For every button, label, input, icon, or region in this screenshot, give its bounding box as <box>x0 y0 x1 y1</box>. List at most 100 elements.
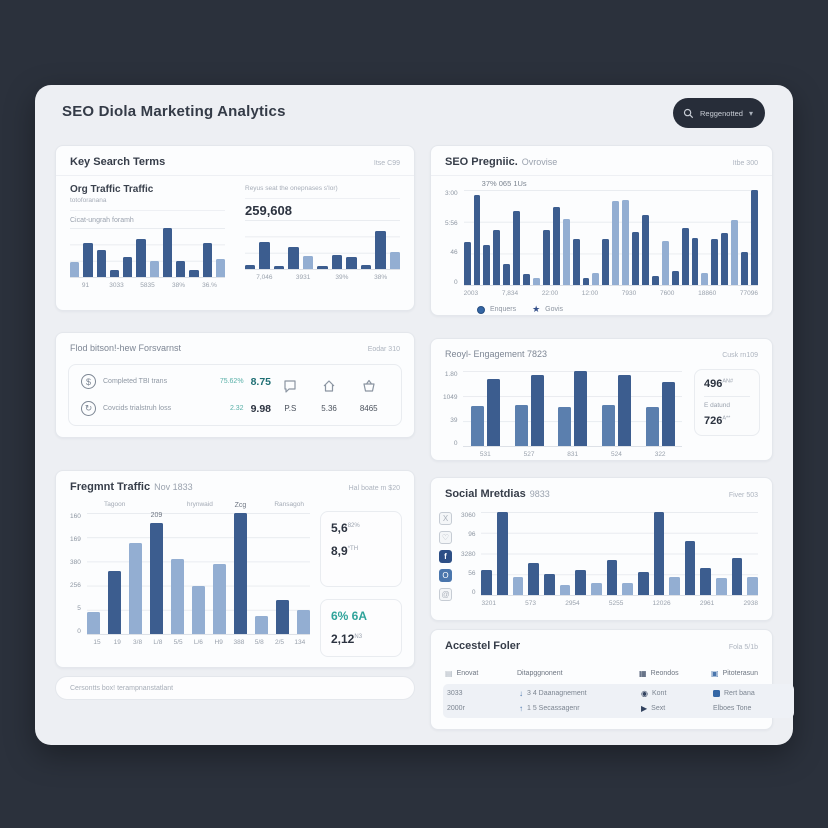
search-icon <box>683 108 694 118</box>
table-cell[interactable]: Elboes Tone <box>713 705 752 712</box>
table-header[interactable]: Ditapggnonent <box>517 670 563 677</box>
fragment-stat-panel: 6% 6A 2,12N3 <box>320 599 402 657</box>
bar <box>533 278 540 285</box>
fragment-traffic-chart: 160 169 380 256 5 0 209 Zcg 15 19 3/8 L/8 5/5 L/6 H9… <box>70 502 311 646</box>
table-cell[interactable]: 2000r <box>447 705 465 712</box>
bars <box>245 220 400 271</box>
key-terms-right-column: Reyus seat the onepnases s'lor) 259,608 … <box>245 184 400 289</box>
axis-tick-label: 7600 <box>659 290 675 297</box>
axis-tick-label: 38% <box>374 274 388 282</box>
legend-item[interactable]: Enquers <box>477 305 516 314</box>
x-icon[interactable]: X <box>439 512 452 525</box>
dashboard-panel: SEO Diola Marketing Analytics Reggenotte… <box>35 85 794 745</box>
x-axis-labels: 3201 573 2954 5255 12026 2961 2938 <box>481 600 758 607</box>
bar <box>83 242 93 277</box>
card-meta[interactable]: Cusk rn109 <box>722 352 758 359</box>
key-left-chart: 91 3033 5835 38% 36.% <box>70 228 225 289</box>
at-icon[interactable]: @ <box>439 588 452 601</box>
heart-icon[interactable]: ♡ <box>439 531 452 544</box>
bar <box>481 570 493 595</box>
card-meta[interactable]: Itbe 300 <box>732 160 758 167</box>
table-header[interactable]: ▤ Enovat <box>445 669 479 678</box>
metric-percent: 75.62% <box>219 378 244 385</box>
card-meta[interactable]: Hal boate m $20 <box>348 485 400 492</box>
bar <box>632 231 639 285</box>
bar <box>86 612 100 634</box>
bar <box>317 265 328 270</box>
bar <box>528 563 540 595</box>
key-search-terms-card: Key Search Terms Itse C99 Org Traffic Tr… <box>55 145 415 311</box>
metric-label: Cicat-ungrah foramh <box>70 217 134 224</box>
axis-tick-label: 527 <box>523 451 535 458</box>
chevron-down-icon[interactable]: ▾ <box>748 108 753 118</box>
axis-tick-label: 0 <box>77 628 81 635</box>
social-icon-stack: X ♡ f O @ <box>439 512 452 601</box>
table-cell[interactable]: ▶ Sext <box>641 704 666 713</box>
bar <box>297 609 311 634</box>
card-meta[interactable]: Itse C99 <box>373 160 400 167</box>
metric-row[interactable]: $ Completed TBI trans 75.62% 8.75 <box>81 374 271 389</box>
table-cell[interactable]: ↓ 3 4 Daanagnement <box>519 689 587 698</box>
axis-tick-label: 573 <box>525 600 536 607</box>
table-cell[interactable]: Rert bana <box>711 689 796 698</box>
axis-tick-label: 3060 <box>461 512 476 519</box>
footer-note-bar[interactable]: Cersontts box! terampnanstatlant <box>55 676 415 700</box>
card-title: Accestel Foler <box>445 640 521 652</box>
legend-item[interactable]: ★ Govis <box>532 305 563 314</box>
file-icon <box>713 690 720 697</box>
bar-group <box>551 371 595 446</box>
table-cell[interactable]: ◉ Kont <box>641 689 667 698</box>
metric-row[interactable]: ↻ Covcids trialstruh loss 2.32 9.98 <box>81 401 271 416</box>
stat-item[interactable]: 8465 <box>360 378 378 413</box>
axis-tick-label: 2954 <box>565 600 580 607</box>
search-box[interactable]: Reggenotted ▾ <box>673 98 765 128</box>
table-cell[interactable]: 3033 <box>447 690 463 697</box>
card-title: SEO Pregniic. Ovrovise <box>445 156 558 168</box>
card-meta[interactable]: Fola 5/1b <box>728 644 758 651</box>
table-header[interactable]: ▣ Pitoterasun <box>711 669 758 678</box>
metric-subtitle: totoforanana <box>70 197 225 211</box>
axis-tick-label: 19 <box>113 639 121 646</box>
axis-tick-label: 2/5 <box>275 639 285 646</box>
engagement-card: Reoyl- Engagement 7823 Cusk rn109 1.80 10… <box>430 338 773 461</box>
card-meta[interactable]: Fiver 503 <box>728 492 758 499</box>
search-label: Reggenotted <box>700 108 743 118</box>
send-icon: ▶ <box>641 704 648 713</box>
axis-tick-label: 3280 <box>461 550 476 558</box>
bar-group <box>507 371 551 446</box>
stat-sup: A** <box>722 415 731 422</box>
stat-value: 726A** <box>704 415 731 427</box>
stat-item[interactable]: P.S <box>282 378 298 413</box>
bar <box>552 207 560 285</box>
bar <box>575 570 586 595</box>
metric-value: 259,608 <box>245 203 292 219</box>
axis-tick-label: 2938 <box>743 600 758 607</box>
facebook-icon[interactable]: f <box>439 550 452 563</box>
bar <box>170 558 184 634</box>
axis-tick-label: 18860 <box>698 290 717 297</box>
bar <box>189 269 199 277</box>
bar <box>544 574 555 595</box>
axis-tick-label: 77096 <box>739 290 758 297</box>
column-header: Ransagoh <box>274 501 304 508</box>
axis-tick-label: 7,834 <box>501 290 519 297</box>
table-header[interactable]: ▦ Reondos <box>639 669 679 678</box>
bar <box>162 228 172 277</box>
folder-table-card: Accestel Foler Fola 5/1b ▤ Enovat Ditapgg… <box>430 629 794 730</box>
axis-tick-label: 5255 <box>608 600 624 607</box>
instagram-icon[interactable]: O <box>439 569 452 582</box>
home-icon <box>323 379 335 392</box>
bar <box>503 264 511 285</box>
metric-title: Org Traffic Traffic <box>70 184 154 195</box>
metric-caption: Reyus seat the onepnases s'lor) <box>245 184 400 200</box>
bar <box>617 374 631 446</box>
folder-table: ▤ Enovat Ditapggnonent ▦ Reondos ▣ Pitotera… <box>443 667 794 718</box>
stat-value: P.S <box>284 403 297 413</box>
bar <box>273 265 285 270</box>
card-meta[interactable]: Eodar 310 <box>367 346 400 353</box>
stat-item[interactable]: 5.36 <box>321 378 337 413</box>
bars: 209 Zcg <box>86 502 311 635</box>
table-cell[interactable]: ↑ 1 5 Secassagenr <box>519 704 580 713</box>
fragment-stat-panel: 5,682% 8,9*TH <box>320 511 402 587</box>
bar <box>542 229 550 285</box>
